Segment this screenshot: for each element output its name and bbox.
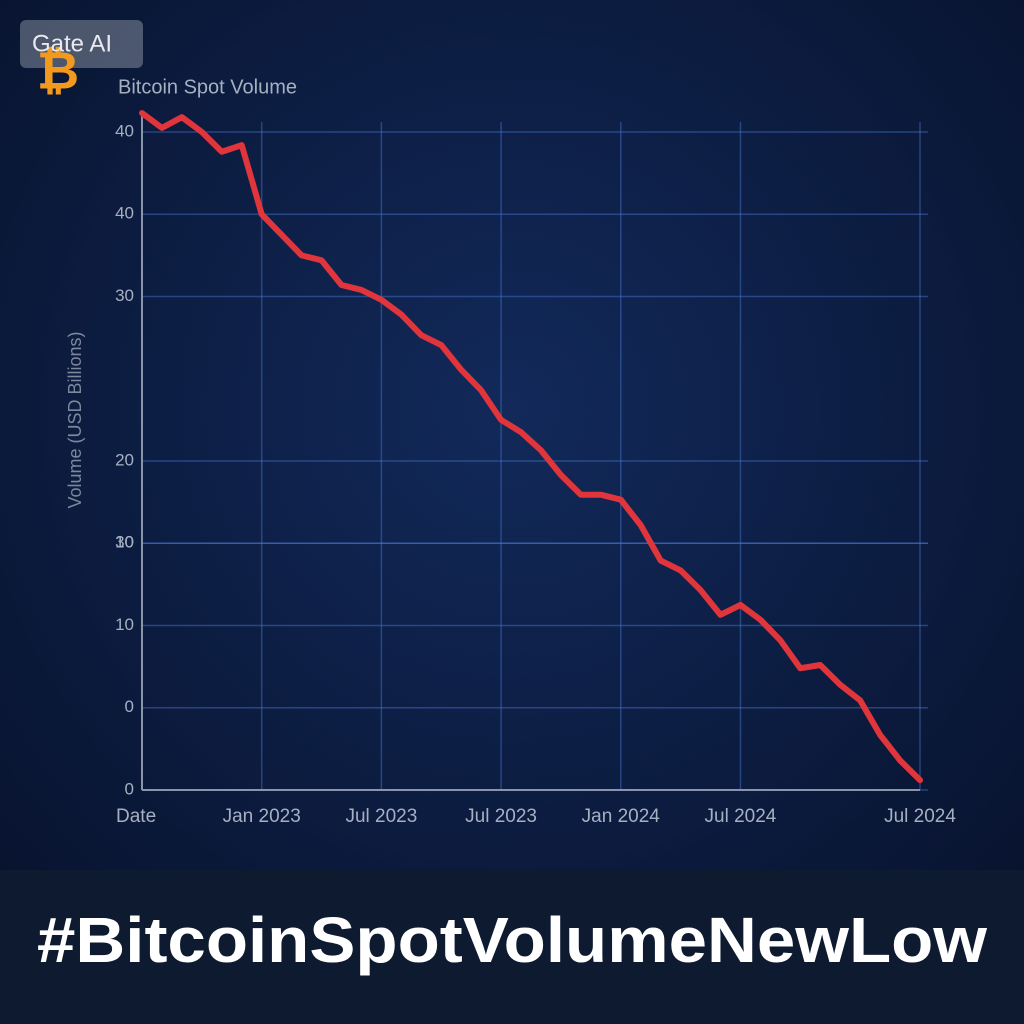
y-tick-label: 30 (115, 286, 134, 305)
chart-title: Bitcoin Spot Volume (118, 76, 297, 98)
hashtag: #BitcoinSpotVolumeNewLow (37, 904, 987, 976)
y-tick-label: 0 (125, 779, 134, 798)
y-tick-label: 40 (115, 121, 134, 140)
y-axis-label: Volume (USD Billions) (65, 331, 85, 508)
badge-icon: ₿ (37, 43, 79, 101)
x-tick-label: Jul 2023 (345, 806, 417, 827)
badge (20, 20, 143, 68)
y-tick-label: 30 (115, 533, 134, 552)
x-tick-label: Jul 2024 (705, 806, 777, 827)
data-line (139, 110, 923, 784)
x-tick-label: Jan 2023 (223, 806, 301, 827)
badge-text: Gate AI (32, 30, 112, 57)
y-tick-label: 40 (115, 204, 134, 223)
x-tick-label: Jan 2024 (582, 806, 661, 827)
y-tick-label: 0 (125, 697, 134, 716)
x-tick-label: Jul 2023 (465, 806, 537, 827)
y-tick-label: 10 (115, 533, 134, 552)
footer-band (0, 870, 1024, 1024)
y-tick-label: 10 (115, 615, 134, 634)
y-tick-label: 20 (115, 450, 134, 469)
x-tick-label: Jul 2024 (884, 806, 956, 827)
x-tick-label: Date (116, 806, 156, 827)
